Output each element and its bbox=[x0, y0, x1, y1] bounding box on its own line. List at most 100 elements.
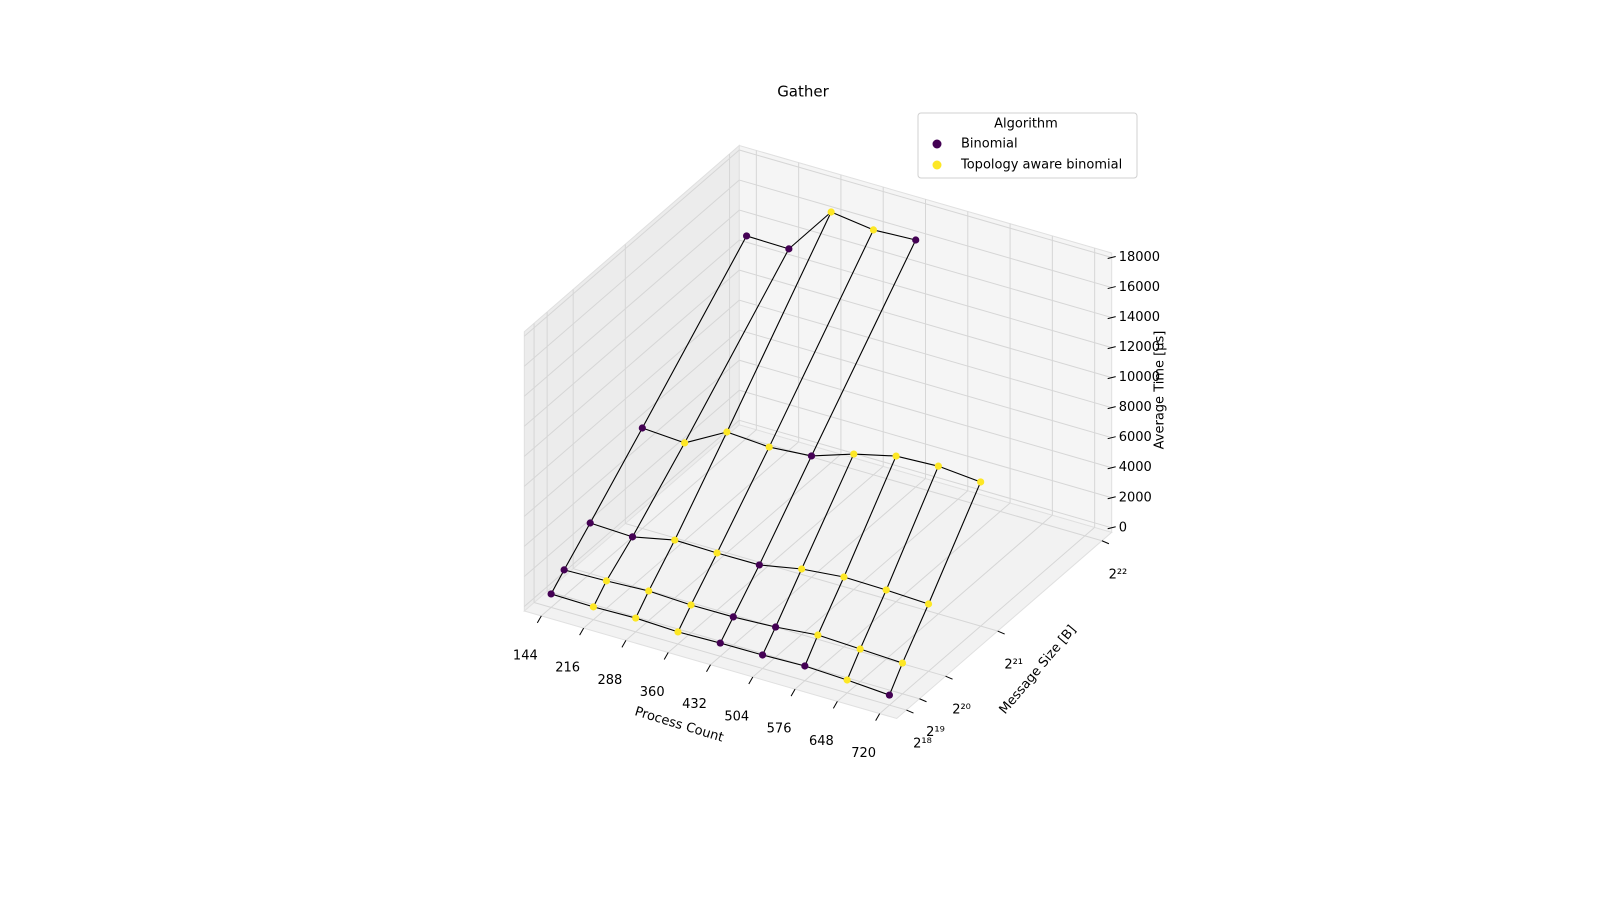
x-tick-label: 576 bbox=[767, 722, 792, 737]
x-tick-mark bbox=[706, 664, 711, 672]
wire bbox=[592, 580, 607, 608]
wire bbox=[550, 593, 594, 608]
x-tick-mark bbox=[790, 688, 796, 697]
z-tick-mark bbox=[1107, 376, 1116, 380]
legend-marker bbox=[932, 139, 942, 149]
x-tick-label: 648 bbox=[809, 734, 834, 749]
point bbox=[723, 428, 731, 436]
x-tick-label: 504 bbox=[724, 709, 749, 724]
chart-title: Gather bbox=[777, 83, 829, 101]
z-tick-mark bbox=[1107, 346, 1116, 350]
grid-line bbox=[625, 453, 842, 641]
point bbox=[758, 651, 767, 659]
wire bbox=[720, 642, 763, 656]
wire bbox=[564, 569, 607, 582]
point bbox=[716, 639, 724, 647]
grid-line bbox=[739, 299, 1112, 409]
wire bbox=[732, 564, 760, 618]
point bbox=[892, 452, 900, 460]
point bbox=[589, 603, 598, 611]
wire bbox=[605, 536, 633, 582]
point bbox=[547, 590, 555, 598]
wire bbox=[674, 431, 728, 541]
grid-line bbox=[752, 490, 969, 678]
wire bbox=[642, 427, 685, 444]
point bbox=[560, 566, 568, 574]
point bbox=[602, 577, 611, 585]
point bbox=[924, 600, 933, 608]
wire bbox=[853, 453, 897, 457]
wire bbox=[830, 211, 874, 231]
wire bbox=[648, 590, 692, 606]
z-tick-label: 8000 bbox=[1119, 400, 1152, 415]
wire bbox=[726, 431, 770, 448]
point bbox=[586, 519, 594, 527]
wire bbox=[641, 235, 748, 429]
y-tick-label: 2²⁰ bbox=[952, 703, 971, 718]
wire bbox=[775, 568, 803, 628]
y-tick-label: 2²² bbox=[1109, 567, 1128, 582]
grid-line bbox=[729, 432, 1103, 542]
wire bbox=[762, 654, 805, 667]
grid-line bbox=[533, 602, 907, 711]
grid-line bbox=[739, 179, 1112, 289]
point bbox=[843, 676, 851, 684]
y-tick-mark bbox=[906, 709, 914, 714]
x-tick-mark bbox=[748, 676, 754, 685]
wire bbox=[768, 229, 874, 448]
wire bbox=[648, 539, 676, 592]
wire bbox=[801, 453, 855, 570]
wire bbox=[635, 590, 650, 619]
wire bbox=[817, 576, 845, 636]
wire bbox=[901, 603, 930, 664]
grid-line bbox=[523, 179, 740, 367]
grid-line bbox=[541, 429, 757, 617]
grid-line bbox=[523, 239, 740, 427]
wire bbox=[632, 442, 686, 538]
wire bbox=[733, 616, 776, 628]
wire bbox=[846, 679, 890, 696]
wire bbox=[859, 589, 887, 650]
x-tick-mark bbox=[832, 701, 838, 709]
point bbox=[755, 561, 763, 569]
point bbox=[638, 424, 646, 432]
point bbox=[765, 443, 773, 451]
x-tick-label: 360 bbox=[640, 685, 665, 700]
z-tick-label: 12000 bbox=[1119, 340, 1160, 355]
z-tick-mark bbox=[1107, 406, 1116, 410]
point bbox=[869, 226, 878, 234]
wire bbox=[746, 235, 790, 250]
z-tick-mark bbox=[1107, 436, 1116, 440]
point bbox=[912, 236, 920, 244]
point bbox=[840, 573, 848, 581]
wire bbox=[726, 211, 832, 433]
wire bbox=[801, 568, 845, 578]
wire bbox=[873, 229, 916, 241]
z-tick-label: 0 bbox=[1119, 520, 1127, 535]
point bbox=[798, 565, 806, 573]
point bbox=[856, 645, 864, 653]
z-tick-label: 4000 bbox=[1119, 460, 1152, 475]
point bbox=[742, 232, 751, 240]
grid-line bbox=[739, 239, 1112, 349]
point bbox=[713, 549, 721, 557]
grid-line bbox=[523, 149, 740, 337]
wire bbox=[769, 446, 812, 457]
wire bbox=[859, 648, 903, 664]
wire bbox=[846, 648, 861, 681]
legend-label: Binomial bbox=[961, 137, 1018, 152]
legend-box bbox=[917, 112, 1138, 179]
wire bbox=[716, 446, 770, 554]
grid-line bbox=[739, 419, 1112, 529]
point bbox=[934, 462, 942, 470]
x-tick-label: 432 bbox=[682, 697, 707, 712]
wire bbox=[550, 569, 565, 595]
grid-line bbox=[523, 299, 740, 487]
z-tick-mark bbox=[1107, 316, 1116, 320]
wire bbox=[895, 455, 939, 467]
wire bbox=[674, 539, 718, 554]
grid-line bbox=[739, 269, 1112, 379]
z-tick-mark bbox=[1107, 256, 1116, 260]
